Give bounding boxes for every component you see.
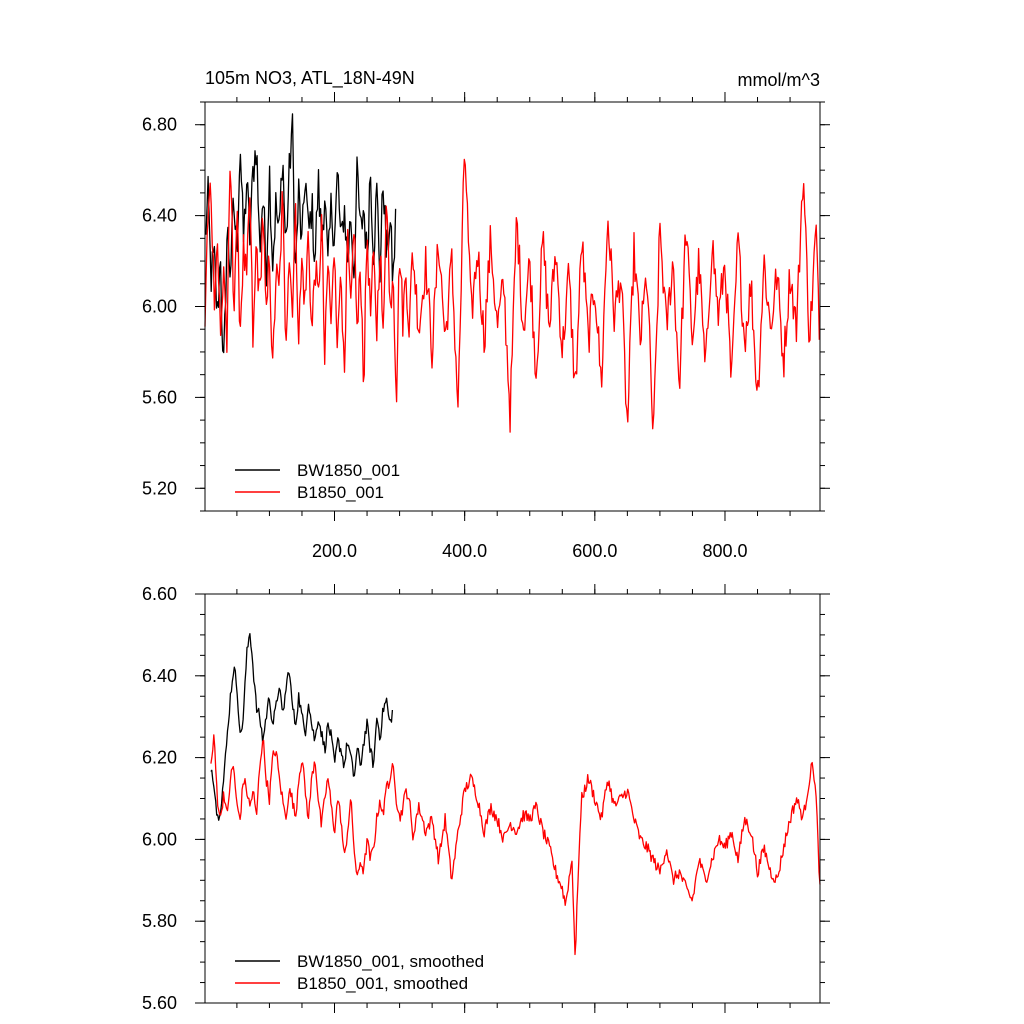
bottom-series-group	[210, 632, 821, 956]
y-tick-label: 5.80	[142, 911, 177, 931]
top-series-group	[204, 113, 820, 433]
y-tick-label: 5.60	[142, 993, 177, 1013]
y-tick-label: 6.00	[142, 829, 177, 849]
x-tick-label: 200.0	[312, 541, 357, 561]
top-chart-units: mmol/m^3	[738, 70, 820, 90]
y-tick-label: 6.20	[142, 748, 177, 768]
x-tick-label: 400.0	[442, 541, 487, 561]
y-tick-label: 6.40	[142, 666, 177, 686]
legend-label-bw1850-smoothed: BW1850_001, smoothed	[297, 952, 484, 971]
bottom-panel: 5.60 5.80 6.00 6.20 6.40 6.60 BW1850_001, smo…	[142, 584, 830, 1013]
top-axes: 5.20 5.60 6.00 6.40 6.80 200.0 400.0 600.0 800.0	[142, 92, 830, 561]
y-tick-label: 6.80	[142, 115, 177, 135]
top-panel: 105m NO3, ATL_18N-49N mmol/m^3 5.20 5.60 6…	[142, 68, 830, 561]
y-tick-label: 6.40	[142, 206, 177, 226]
y-tick-label: 6.00	[142, 297, 177, 317]
bottom-legend: BW1850_001, smoothed B1850_001, smoothed	[235, 952, 484, 993]
x-tick-label: 800.0	[702, 541, 747, 561]
y-tick-label: 5.20	[142, 478, 177, 498]
y-tick-label: 5.60	[142, 387, 177, 407]
top-chart-title: 105m NO3, ATL_18N-49N	[205, 68, 415, 89]
series-line-b1850-smoothed	[210, 734, 821, 956]
legend-label-b1850: B1850_001	[297, 483, 384, 502]
series-line-b1850	[204, 158, 820, 433]
legend-label-bw1850: BW1850_001	[297, 461, 400, 480]
series-line-bw1850-smoothed	[210, 632, 394, 821]
y-tick-label: 6.60	[142, 584, 177, 604]
legend-label-b1850-smoothed: B1850_001, smoothed	[297, 974, 468, 993]
series-line-bw1850	[204, 113, 397, 354]
top-legend: BW1850_001 B1850_001	[235, 461, 400, 502]
x-tick-label: 600.0	[572, 541, 617, 561]
bottom-axes: 5.60 5.80 6.00 6.20 6.40 6.60	[142, 584, 830, 1013]
